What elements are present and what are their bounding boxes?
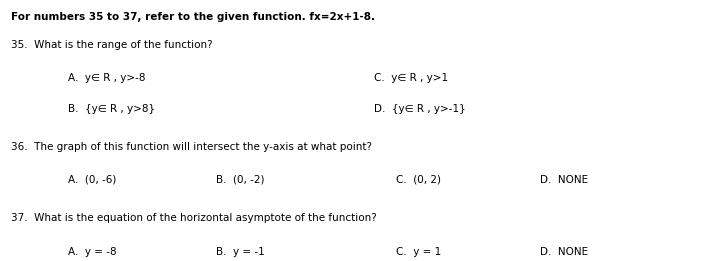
Text: C.  y = 1: C. y = 1 (396, 247, 441, 257)
Text: B.  y = -1: B. y = -1 (216, 247, 265, 257)
Text: D.  {y∈ R , y>-1}: D. {y∈ R , y>-1} (374, 104, 466, 114)
Text: A.  y∈ R , y>-8: A. y∈ R , y>-8 (68, 73, 146, 83)
Text: B.  (0, -2): B. (0, -2) (216, 175, 264, 185)
Text: D.  NONE: D. NONE (540, 247, 588, 257)
Text: A.  (0, -6): A. (0, -6) (68, 175, 117, 185)
Text: C.  (0, 2): C. (0, 2) (396, 175, 441, 185)
Text: A.  y = -8: A. y = -8 (68, 247, 117, 257)
Text: B.  {y∈ R , y>8}: B. {y∈ R , y>8} (68, 104, 156, 114)
Text: For numbers 35 to 37, refer to the given function. fx=2x+1-8.: For numbers 35 to 37, refer to the given… (11, 12, 375, 22)
Text: C.  y∈ R , y>1: C. y∈ R , y>1 (374, 73, 449, 83)
Text: 37.  What is the equation of the horizontal asymptote of the function?: 37. What is the equation of the horizont… (11, 213, 377, 223)
Text: 35.  What is the range of the function?: 35. What is the range of the function? (11, 40, 212, 50)
Text: D.  NONE: D. NONE (540, 175, 588, 185)
Text: 36.  The graph of this function will intersect the y-axis at what point?: 36. The graph of this function will inte… (11, 142, 372, 152)
